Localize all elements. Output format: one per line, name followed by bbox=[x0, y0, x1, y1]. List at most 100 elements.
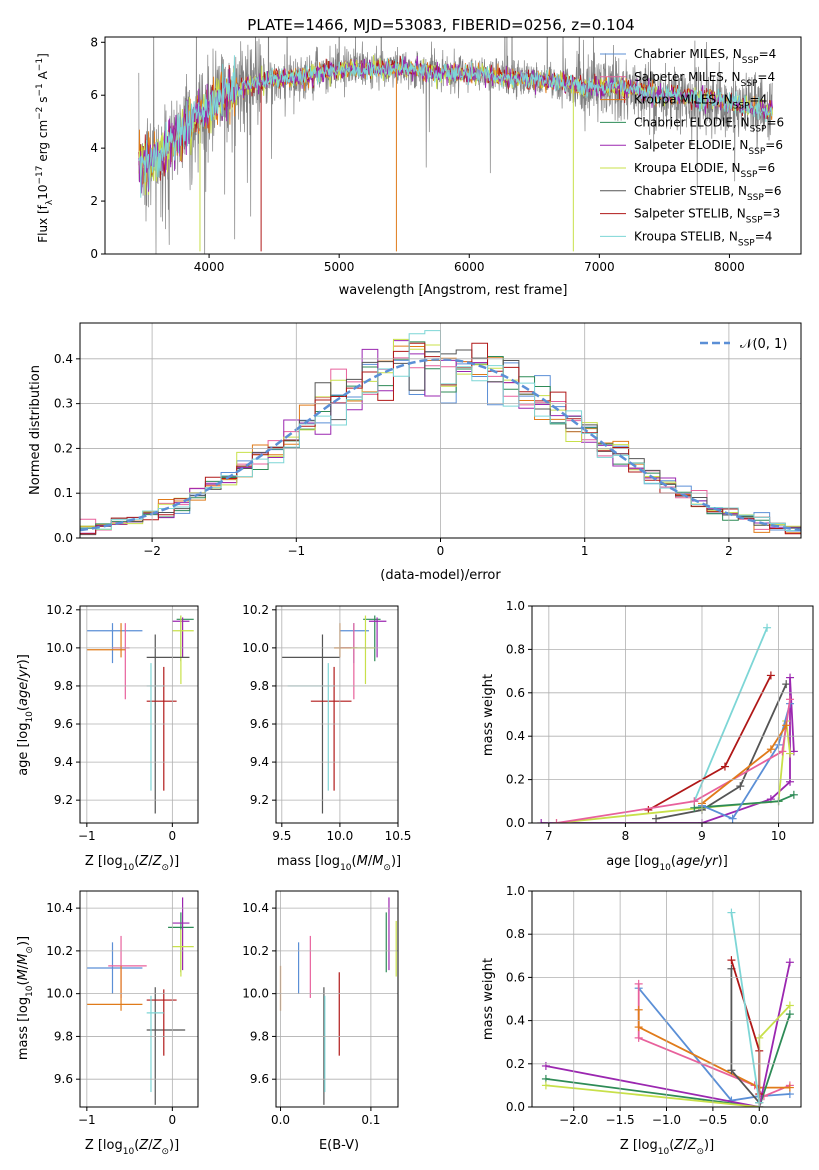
y-tick-label: 0.0 bbox=[506, 816, 525, 830]
x-tick-label: −1 bbox=[78, 1113, 96, 1127]
x-axis-label: mass [log10(M/M⊙)] bbox=[277, 854, 401, 873]
legend-label-kroupa_miles: Kroupa MILES, NSSP=4 bbox=[634, 93, 767, 112]
y-axis-label: mass weight bbox=[481, 674, 496, 756]
legend-label-chabrier_miles: Chabrier MILES, NSSP=4 bbox=[634, 47, 776, 66]
x-axis-label: Z [log10(Z/Z⊙)] bbox=[85, 854, 179, 873]
spectrum-axes: 4000 5000 6000 7000 8000 0 2 4 6 8 bbox=[90, 35, 802, 274]
series-line-chabrier_miles bbox=[638, 987, 790, 1102]
x-tick-label: 10.5 bbox=[385, 829, 412, 843]
axes-frame bbox=[275, 890, 399, 1108]
y-tick-label: 9.4 bbox=[250, 755, 269, 769]
x-tick-label: 10.0 bbox=[327, 829, 354, 843]
plot-area bbox=[281, 615, 387, 814]
y-tick-label: 0.4 bbox=[54, 352, 73, 366]
y-tick-label: 10.4 bbox=[242, 901, 269, 915]
y-tick-label: 0.8 bbox=[506, 927, 525, 941]
y-tick-label: 0.0 bbox=[54, 531, 73, 545]
x-axis-label: (data-model)/error bbox=[380, 568, 501, 583]
legend-label-salpeter_stelib: Salpeter STELIB, NSSP=3 bbox=[634, 207, 780, 226]
legend-label-salpeter_elodie: Salpeter ELODIE, NSSP=6 bbox=[634, 138, 783, 157]
y-tick-label: 10.2 bbox=[46, 944, 73, 958]
y-tick-label: 10.2 bbox=[242, 944, 269, 958]
y-tick-label: 9.2 bbox=[54, 793, 73, 807]
y-tick-label: 9.2 bbox=[250, 793, 269, 807]
y-axis-label: Flux [fλ10−17 erg cm−2 s−1 A−1] bbox=[35, 53, 55, 243]
age-vs-mass-axes: 9.5 10.0 10.5 9.2 9.4 9.6 9.8 10.0 10.2 bbox=[242, 603, 411, 843]
y-tick-label: 9.6 bbox=[54, 717, 73, 731]
y-tick-label: 0.2 bbox=[506, 773, 525, 787]
x-tick-label: 7000 bbox=[584, 260, 615, 274]
series-line-kroupa_stelib bbox=[730, 912, 761, 1103]
y-tick-label: 1.0 bbox=[506, 599, 525, 613]
x-axis-label: E(B-V) bbox=[319, 1138, 359, 1153]
x-tick-label: 0.1 bbox=[361, 1113, 380, 1127]
y-tick-label: 0.1 bbox=[54, 486, 73, 500]
y-tick-label: 0 bbox=[90, 247, 98, 261]
y-tick-label: 10.2 bbox=[46, 603, 73, 617]
plot-area bbox=[138, 37, 773, 254]
y-tick-label: 4 bbox=[90, 141, 98, 155]
x-axis-label: Z [log10(Z/Z⊙)] bbox=[85, 1138, 179, 1157]
x-tick-label: 10 bbox=[771, 829, 786, 843]
axes-frame bbox=[275, 605, 399, 824]
x-tick-label: 9.5 bbox=[272, 829, 291, 843]
y-tick-label: 10.0 bbox=[46, 987, 73, 1001]
axes-frame bbox=[79, 890, 199, 1108]
x-tick-label: 9 bbox=[698, 829, 706, 843]
plot-area bbox=[86, 615, 194, 814]
y-tick-label: 1.0 bbox=[506, 884, 525, 898]
x-tick-label: 5000 bbox=[324, 260, 355, 274]
plot-area bbox=[86, 897, 194, 1105]
legend-label-chabrier_stelib: Chabrier STELIB, NSSP=6 bbox=[634, 184, 782, 203]
y-tick-label: 9.6 bbox=[250, 717, 269, 731]
series-line-salpeter_elodie bbox=[545, 962, 791, 1107]
y-axis-label: age [log10(age/yr)] bbox=[16, 654, 35, 776]
y-tick-label: 0.6 bbox=[506, 686, 525, 700]
y-axis-label: mass weight bbox=[481, 958, 496, 1040]
x-tick-label: −1 bbox=[287, 544, 305, 558]
x-axis-label: Z [log10(Z/Z⊙)] bbox=[620, 1138, 714, 1157]
x-tick-label: 0.0 bbox=[271, 1113, 290, 1127]
x-tick-label: −2.0 bbox=[559, 1113, 588, 1127]
x-tick-label: 0.0 bbox=[750, 1113, 769, 1127]
series-line-kroupa_stelib bbox=[693, 627, 768, 802]
spectrum-data-line bbox=[138, 37, 773, 254]
legend-label-salpeter_miles: Salpeter MILES, NSSP=4 bbox=[634, 70, 775, 89]
y-tick-label: 2 bbox=[90, 194, 98, 208]
age-vs-Z-axes: −1 0 9.2 9.4 9.6 9.8 10.0 10.2 bbox=[46, 603, 199, 843]
x-tick-label: 4000 bbox=[194, 260, 225, 274]
model-spectrum-kroupa_stelib bbox=[138, 55, 773, 198]
histogram-axes: −2 −1 0 1 2 0.0 0.1 0.2 0.3 0.4 bbox=[54, 322, 802, 558]
y-tick-label: 9.6 bbox=[250, 1072, 269, 1086]
y-tick-label: 0.8 bbox=[506, 642, 525, 656]
y-tick-label: 10.0 bbox=[242, 641, 269, 655]
x-tick-label: −1.5 bbox=[606, 1113, 635, 1127]
y-tick-label: 0.2 bbox=[54, 441, 73, 455]
x-tick-label: −1.0 bbox=[652, 1113, 681, 1127]
y-tick-label: 0.6 bbox=[506, 970, 525, 984]
mass-weight-vs-Z-axes: −2.0 −1.5 −1.0 −0.5 0.0 0.0 0.2 0.4 0.6 0.8 1.0 bbox=[506, 884, 802, 1127]
series-line-salpeter_elodie bbox=[541, 677, 795, 823]
x-tick-label: 0 bbox=[169, 1113, 177, 1127]
axes-frame bbox=[79, 605, 199, 824]
plot-area bbox=[279, 897, 397, 1105]
axes-frame bbox=[104, 36, 802, 255]
y-tick-label: 9.8 bbox=[250, 1029, 269, 1043]
mass-weight-vs-age-axes: 7 8 9 10 0.0 0.2 0.4 0.6 0.8 1.0 bbox=[506, 599, 814, 843]
series-line-kroupa_miles bbox=[701, 724, 787, 805]
y-tick-label: 0.0 bbox=[506, 1100, 525, 1114]
y-tick-label: 10.0 bbox=[242, 987, 269, 1001]
y-tick-label: 9.8 bbox=[54, 1029, 73, 1043]
x-tick-label: 0 bbox=[169, 829, 177, 843]
y-tick-label: 6 bbox=[90, 88, 98, 102]
x-tick-label: −1 bbox=[78, 829, 96, 843]
legend-label-chabrier_elodie: Chabrier ELODIE, NSSP=6 bbox=[634, 115, 784, 134]
x-tick-label: 7 bbox=[545, 829, 553, 843]
mass-vs-EBV-axes: 0.0 0.1 9.6 9.8 10.0 10.2 10.4 bbox=[242, 890, 399, 1127]
series-line-chabrier_stelib bbox=[655, 683, 788, 820]
y-tick-label: 9.4 bbox=[54, 755, 73, 769]
mass-vs-Z-axes: −1 0 9.6 9.8 10.0 10.2 10.4 bbox=[46, 890, 199, 1127]
series-line-chabrier_elodie bbox=[545, 1013, 791, 1107]
